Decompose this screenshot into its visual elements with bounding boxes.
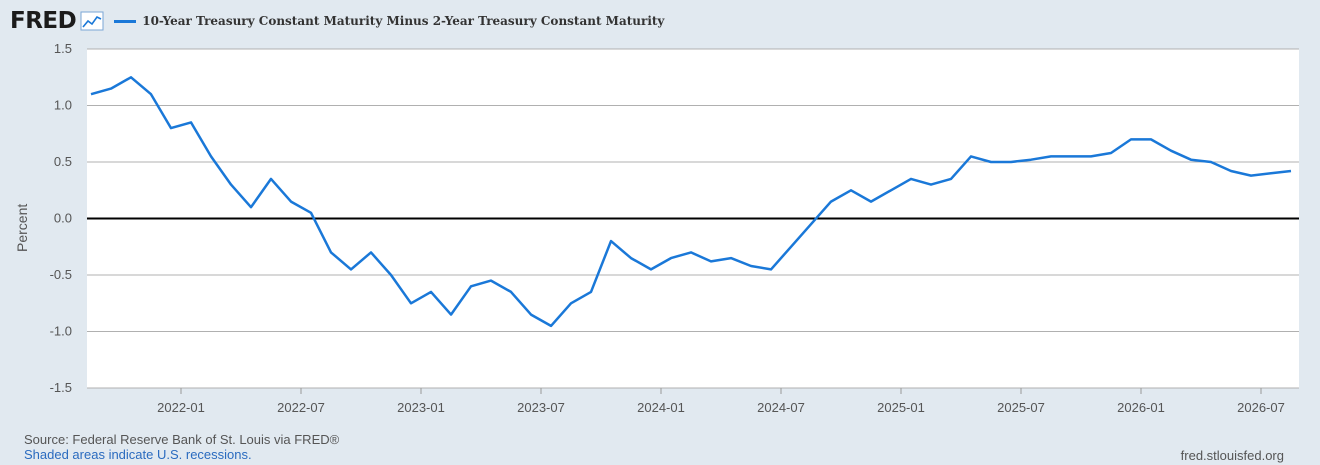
y-tick-label: -1.5 [50,380,72,395]
legend-swatch [114,19,137,23]
recession-note: Shaded areas indicate U.S. recessions. [24,447,252,462]
x-tick-label: 2026-07 [1237,400,1285,415]
x-tick-label: 2022-01 [157,400,205,415]
series-line [90,76,1292,328]
plot-area [87,49,1299,388]
y-tick-label: 1.0 [54,98,72,113]
legend: 10-Year Treasury Constant Maturity Minus… [114,14,664,28]
fred-url[interactable]: fred.stlouisfed.org [1180,448,1284,463]
x-tick-label: 2025-01 [877,400,925,415]
x-tick-label: 2025-07 [997,400,1045,415]
x-tick-label: 2024-07 [757,400,805,415]
x-tick-label: 2024-01 [637,400,685,415]
footer: Source: Federal Reserve Bank of St. Loui… [24,432,339,462]
y-tick-label: -0.5 [50,267,72,282]
y-tick-label: 1.5 [54,41,72,56]
x-tick-label: 2023-01 [397,400,445,415]
x-tick-label: 2023-07 [517,400,565,415]
y-axis-label: Percent [14,203,30,252]
chart-line-icon [80,11,104,31]
source-note: Source: Federal Reserve Bank of St. Loui… [24,432,340,447]
y-tick-label: -1.0 [50,324,72,339]
fred-logo[interactable]: FRED [10,8,77,34]
x-tick-label: 2026-01 [1117,400,1165,415]
chart-header: FRED 10-Year Treasury Constant Maturity … [10,6,664,36]
y-tick-label: 0.5 [54,154,72,169]
y-tick-label: 0.0 [54,211,72,226]
x-tick-label: 2022-07 [277,400,325,415]
legend-label: 10-Year Treasury Constant Maturity Minus… [142,14,665,28]
